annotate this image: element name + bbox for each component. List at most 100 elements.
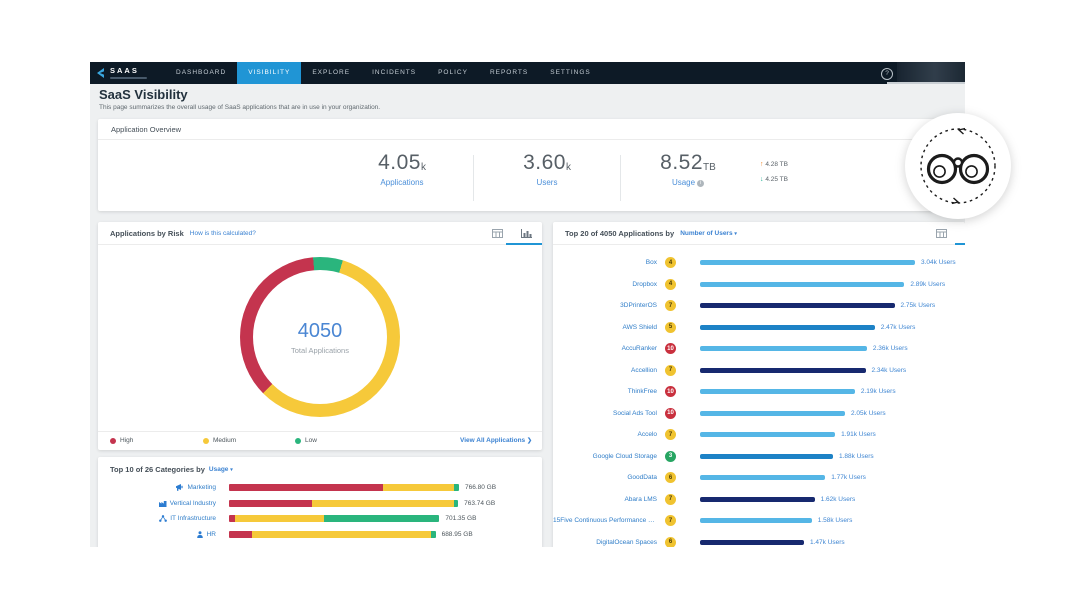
risk-score-badge: 7 [665, 364, 676, 376]
risk-score-badge: 7 [665, 300, 676, 312]
category-usage-value: 766.80 GB [464, 484, 497, 492]
category-link-it-infrastructure[interactable]: IT Infrastructure [98, 515, 216, 522]
risk-score-badge: 10 [665, 386, 676, 398]
stat-divider-1 [473, 155, 474, 201]
users-bar [700, 281, 905, 287]
app-link[interactable]: Box [645, 259, 657, 267]
nav-right-area: ? [881, 62, 965, 84]
app-link[interactable]: Abara LMS [624, 495, 657, 503]
how-calculated-link[interactable]: How is this calculated? [189, 229, 256, 237]
users-count: 2.75k Users [900, 302, 936, 310]
users-count: 1.62k Users [820, 495, 856, 503]
category-row: Marketing 766.80 GB [98, 480, 542, 496]
app-link[interactable]: 3DPrinterOS [620, 302, 657, 310]
top-nav: SAAS DASHBOARD VISIBILITY EXPLORE INCIDE… [90, 62, 965, 84]
usage-unit: TB [703, 162, 716, 173]
app-row: Box 4 3.04k Users [553, 252, 965, 274]
help-icon[interactable]: ? [881, 68, 893, 80]
app-link[interactable]: Dropbox [632, 280, 657, 288]
donut-total-label: Total Applications [291, 345, 349, 355]
tab-explore[interactable]: EXPLORE [312, 69, 351, 76]
chart-view-icon[interactable] [521, 228, 532, 238]
tab-settings[interactable]: SETTINGS [550, 69, 591, 76]
app-row: Accellion 7 2.34k Users [553, 360, 965, 382]
app-link[interactable]: GoodData [627, 474, 657, 482]
view-all-applications-link[interactable]: View All Applications ❯ [460, 437, 532, 444]
usage-label[interactable]: Usage i [623, 178, 753, 187]
app-link[interactable]: Google Cloud Storage [592, 452, 657, 460]
users-bar [700, 346, 867, 352]
app-row: Social Ads Tool 10 2.05k Users [553, 403, 965, 425]
app-row: Google Cloud Storage 3 1.88k Users [553, 446, 965, 468]
applications-label[interactable]: Applications [380, 178, 424, 187]
risk-score-badge: 10 [665, 343, 676, 355]
users-count: 1.77k Users [831, 474, 866, 482]
users-bar [700, 453, 833, 459]
account-underline [887, 82, 965, 84]
table-view-icon[interactable] [492, 228, 503, 238]
category-usage-bar [229, 530, 436, 538]
app-link[interactable]: ThinkFree [627, 388, 657, 396]
tab-visibility[interactable]: VISIBILITY [237, 62, 302, 84]
users-value: 3.60 [523, 151, 566, 174]
users-bar [700, 432, 836, 438]
category-row: Vertical Industry 763.74 GB [98, 496, 542, 512]
tab-dashboard[interactable]: DASHBOARD [176, 69, 227, 76]
category-usage-bar [229, 499, 459, 507]
categories-sort-dropdown[interactable]: Usage ▾ [208, 466, 233, 473]
risk-legend: High Medium Low View All Applications ❯ [98, 431, 542, 450]
app-link[interactable]: Accellion [630, 366, 657, 374]
high-dot-icon [110, 437, 116, 444]
category-link-hr[interactable]: HR [98, 531, 216, 538]
app-row: Dropbox 4 2.89k Users [553, 274, 965, 296]
tab-policy[interactable]: POLICY [438, 69, 468, 76]
legend-low: Low [295, 437, 317, 444]
app-link[interactable]: DigitalOcean Spaces [596, 538, 657, 546]
users-count: 1.91k Users [841, 431, 876, 439]
category-usage-bar [229, 515, 440, 523]
chart-view-active-underline [955, 243, 965, 245]
app-link[interactable]: Social Ads Tool [613, 409, 657, 417]
users-label[interactable]: Users [536, 178, 558, 187]
donut-total: 4050 [297, 319, 343, 342]
account-menu-blurred[interactable] [897, 62, 965, 84]
category-link-marketing[interactable]: Marketing [98, 484, 216, 491]
users-bar [700, 303, 895, 309]
users-count: 2.47k Users [880, 323, 916, 331]
dashboard-screenshot: SAAS DASHBOARD VISIBILITY EXPLORE INCIDE… [90, 62, 965, 547]
tab-incidents[interactable]: INCIDENTS [372, 69, 417, 76]
industry-icon [158, 500, 167, 507]
caret-down-icon: ▾ [734, 230, 737, 237]
tab-reports[interactable]: REPORTS [489, 69, 529, 76]
users-count: 2.89k Users [910, 280, 946, 288]
app-row: AWS Shield 5 2.47k Users [553, 317, 965, 339]
table-view-icon[interactable] [936, 228, 947, 238]
app-link[interactable]: Accelo [637, 431, 657, 439]
app-link[interactable]: AccuRanker [621, 345, 657, 353]
apps-panel-header: Top 20 of 4050 Applications by Number of… [553, 222, 965, 245]
category-usage-value: 688.95 GB [441, 530, 473, 538]
users-bar [700, 324, 875, 330]
app-row: Accelo 7 1.91k Users [553, 424, 965, 446]
logo-tagline [110, 77, 147, 79]
download-stat: ↓ 4.25 TB [760, 172, 788, 187]
app-row: AccuRanker 10 2.36k Users [553, 338, 965, 360]
app-link[interactable]: 15Five Continuous Performance M... [553, 517, 657, 525]
risk-score-badge: 7 [665, 493, 676, 505]
chevron-right-icon: ❯ [526, 438, 532, 444]
apps-rows: Box 4 3.04k Users Dropbox 4 2.89k Users 3DPr… [553, 245, 965, 547]
users-bar [700, 389, 855, 395]
stat-usage: 8.52TB Usage i [623, 151, 753, 187]
app-row: 15Five Continuous Performance M... 7 1.58k… [553, 510, 965, 532]
category-row: IT Infrastructure 701.35 GB [98, 511, 542, 527]
legend-high: High [110, 437, 133, 444]
app-row: DigitalOcean Spaces 6 1.47k Users [553, 532, 965, 547]
app-logo[interactable]: SAAS [90, 62, 157, 84]
apps-panel-title: Top 20 of 4050 Applications by [565, 228, 675, 238]
apps-sort-dropdown[interactable]: Number of Users ▾ [680, 229, 737, 237]
info-icon[interactable]: i [697, 180, 705, 187]
category-link-vertical-industry[interactable]: Vertical Industry [98, 500, 216, 507]
app-link[interactable]: AWS Shield [622, 323, 657, 331]
risk-score-badge: 7 [665, 429, 676, 441]
